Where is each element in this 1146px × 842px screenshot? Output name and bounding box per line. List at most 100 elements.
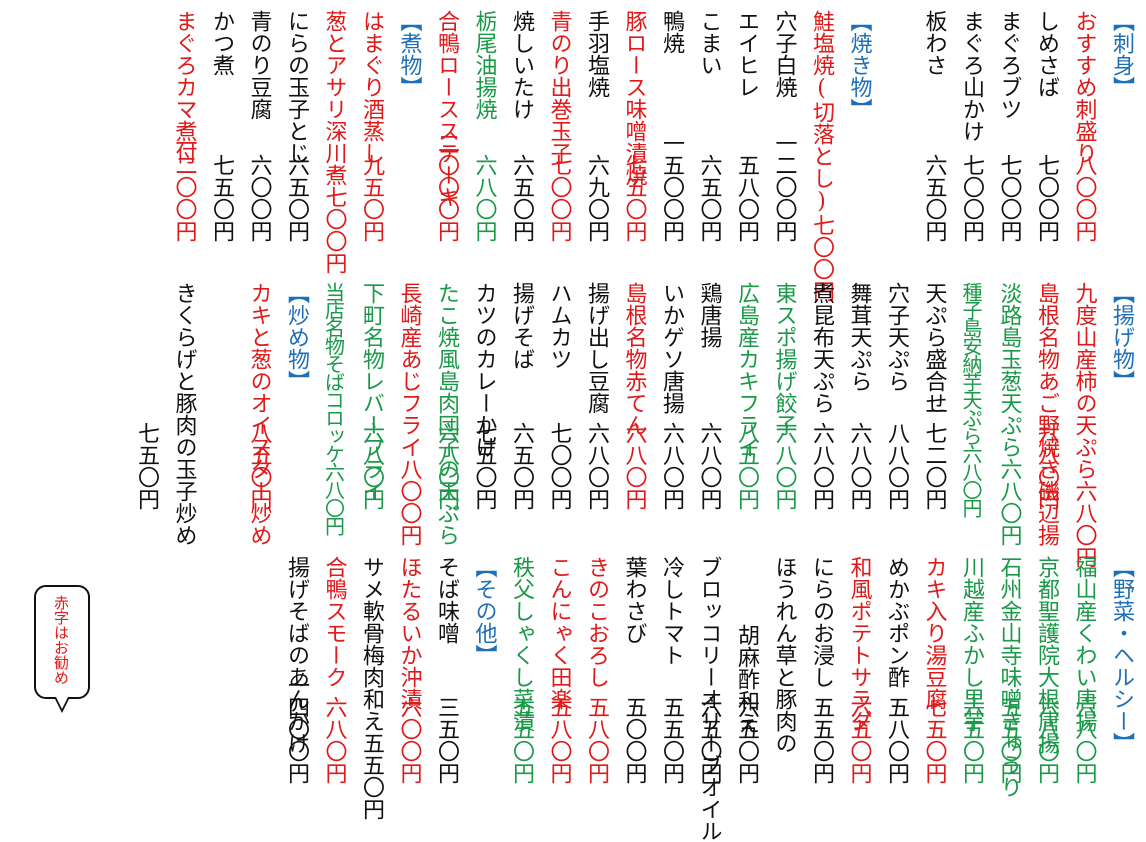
item-price: 六五〇円	[846, 696, 872, 784]
item-name: 長崎産あじフライ八〇〇円	[396, 282, 422, 546]
item-price: 六八〇円	[1071, 696, 1097, 784]
item-price: 八〇〇円	[1071, 154, 1097, 242]
item-price: 七五〇円	[209, 154, 234, 242]
item-name: しめさば	[1034, 10, 1059, 98]
item-price: 七五〇円	[134, 422, 159, 510]
section-heading: 【野菜・ヘルシー】	[1104, 556, 1138, 784]
item-name: サメ軟骨梅肉和え五五〇円	[359, 556, 384, 820]
item-price: 五〇〇円	[621, 696, 647, 784]
item-name: 川越産ふかし里芋	[959, 556, 984, 732]
item-name: 板わさ	[921, 10, 947, 76]
section-heading: 【炒め物】	[279, 282, 313, 510]
item-name: 【炒め物】	[284, 282, 309, 392]
item-price: 六〇〇円	[246, 154, 272, 242]
item-price: 六八〇円	[434, 422, 459, 510]
menu-item: 豚ロース味噌漬焼 七五〇円	[617, 10, 651, 242]
menu-item: 板わさ 六五〇円	[917, 10, 951, 242]
menu-item: 種子島安納芋天ぷら六八〇円	[954, 282, 988, 516]
menu-item: 青のり出巻玉子 七〇〇円	[542, 10, 576, 242]
item-name: 胡麻酢和え	[734, 624, 759, 734]
item-name: 舞茸天ぷら	[846, 282, 872, 392]
menu-item: 鮭塩焼(切落とし)七〇〇円	[804, 10, 838, 302]
item-price: 九五〇円	[359, 154, 384, 242]
item-name: 豚ロース味噌漬焼	[621, 10, 647, 186]
item-price: 一五〇〇円	[659, 132, 684, 242]
section-heading: 【その他】	[467, 556, 501, 784]
menu-item: 青のり豆腐 六〇〇円	[242, 10, 276, 242]
menu-item: 穴子白焼 一二〇〇円	[767, 10, 801, 242]
menu-item: 穴子天ぷら 八八〇円	[879, 282, 913, 510]
menu-item: 胡麻酢和え 六五〇円	[729, 556, 763, 784]
menu-item: はまぐり酒蒸し 九五〇円	[354, 10, 388, 242]
menu-item: 煮昆布天ぷら 六八〇円	[804, 282, 838, 510]
menu-item: 石州金山寺味噌きゅうり 五五〇円	[992, 556, 1026, 798]
item-name: カキと葱のオイスター炒め	[246, 282, 272, 546]
item-name: こんにゃく田楽	[546, 556, 572, 710]
menu-item: まぐろ山かけ 七〇〇円	[954, 10, 988, 242]
item-price: 六八〇円	[584, 422, 609, 510]
item-name: かつ煮	[209, 10, 234, 76]
menu-item: たこ焼風島肉団子の天ぷら 六八〇円	[429, 282, 463, 546]
section-heading: 【刺身】	[1104, 10, 1138, 242]
menu-item: 川越産ふかし里芋 六五〇円	[954, 556, 988, 784]
item-price: 五八〇円	[734, 154, 759, 242]
item-name: 揚げそばのあんかけ	[284, 556, 309, 754]
item-price: 六九〇円	[584, 154, 609, 242]
item-name: 焼しいたけ	[509, 10, 534, 120]
recommendation-note-bubble: 赤字はお勧め	[34, 585, 90, 713]
item-name: 石州金山寺味噌きゅうり	[996, 556, 1022, 798]
menu-item: ハムカツ 七〇〇円	[542, 282, 576, 510]
item-price: 七〇〇円	[1034, 154, 1059, 242]
menu-item: 揚げ出し豆腐 六八〇円	[579, 282, 613, 510]
item-price: 五五〇円	[809, 696, 834, 784]
item-name: そば味噌	[434, 556, 459, 644]
menu-item: 和風ポテトサラダ 六五〇円	[842, 556, 876, 784]
menu-item: 葱とアサリ深川煮七〇〇円	[317, 10, 351, 274]
item-price: 八五〇円	[246, 422, 272, 510]
item-name: まぐろカマ煮付	[171, 10, 197, 164]
item-name: 【焼き物】	[846, 10, 872, 120]
menu-item: 長崎産あじフライ八〇〇円	[392, 282, 426, 546]
item-name: おすすめ刺盛り	[1071, 10, 1097, 164]
item-price: 一七二〇円	[921, 400, 947, 510]
item-name: 穴子天ぷら	[884, 282, 909, 392]
menu-board: 【刺身】 おすすめ刺盛り 八〇〇円 しめさば 七〇〇円 まぐろブツ 七〇〇円 まぐろ山かけ 七〇…	[134, 10, 1138, 842]
item-name: カキ入り湯豆腐	[921, 556, 947, 710]
item-name: いかゲソ唐揚	[659, 282, 684, 414]
section-heading: 【焼き物】	[842, 10, 876, 242]
menu-item: 手羽塩焼 六九〇円	[579, 10, 613, 242]
item-name: 京都聖護院大根唐揚	[1034, 556, 1059, 754]
item-price: 五八〇円	[546, 696, 572, 784]
menu-item: 揚げそば 六五〇円	[504, 282, 538, 510]
menu-item: カキ入り湯豆腐 七五〇円	[917, 556, 951, 784]
item-name: まぐろ山かけ	[959, 10, 984, 142]
menu-item: 福山産くわい唐揚 六八〇円	[1067, 556, 1101, 784]
item-name: 和風ポテトサラダ	[846, 556, 872, 732]
item-name: エイヒレ	[734, 10, 759, 98]
item-name: 九度山産柿の天ぷら六八〇円	[1071, 282, 1097, 568]
menu-item: 葉わさび 五〇〇円	[617, 556, 651, 784]
menu-item: めかぶポン酢 五八〇円	[879, 556, 913, 784]
item-name: きのこおろし	[584, 556, 609, 688]
menu-item: 広島産カキフライ 八五〇円	[729, 282, 763, 510]
menu-item: こまい 六五〇円	[692, 10, 726, 242]
item-name: 鮭塩焼(切落とし)七〇〇円	[809, 10, 834, 302]
item-name: にらの玉子とじ	[284, 10, 309, 164]
item-name: 揚げそば	[509, 282, 534, 370]
item-price: 八五〇円	[734, 422, 759, 510]
item-name: 島根名物あご野焼き磯辺揚	[1034, 282, 1059, 546]
menu-item: 焼しいたけ 六五〇円	[504, 10, 538, 242]
menu-item: ほたるいか沖漬 六〇〇円	[392, 556, 426, 784]
item-name: 【野菜・ヘルシー】	[1109, 556, 1134, 754]
menu-item: 栃尾油揚焼 六八〇円	[467, 10, 501, 242]
menu-item: 当店名物そばコロッケ六八〇円	[317, 282, 351, 534]
item-name: 東スポ揚げ餃子	[771, 282, 797, 436]
item-name: 葱とアサリ深川煮七〇〇円	[321, 10, 347, 274]
item-price: 六〇〇円	[396, 696, 422, 784]
menu-item	[204, 282, 238, 510]
item-name: 秩父しゃくし菜漬	[509, 556, 534, 732]
item-name: 天ぷら盛合せ	[921, 282, 947, 414]
item-price: 六八〇円	[846, 422, 872, 510]
item-price: 六五〇円	[959, 696, 984, 784]
item-name: 合鴨スモーク	[321, 556, 347, 688]
